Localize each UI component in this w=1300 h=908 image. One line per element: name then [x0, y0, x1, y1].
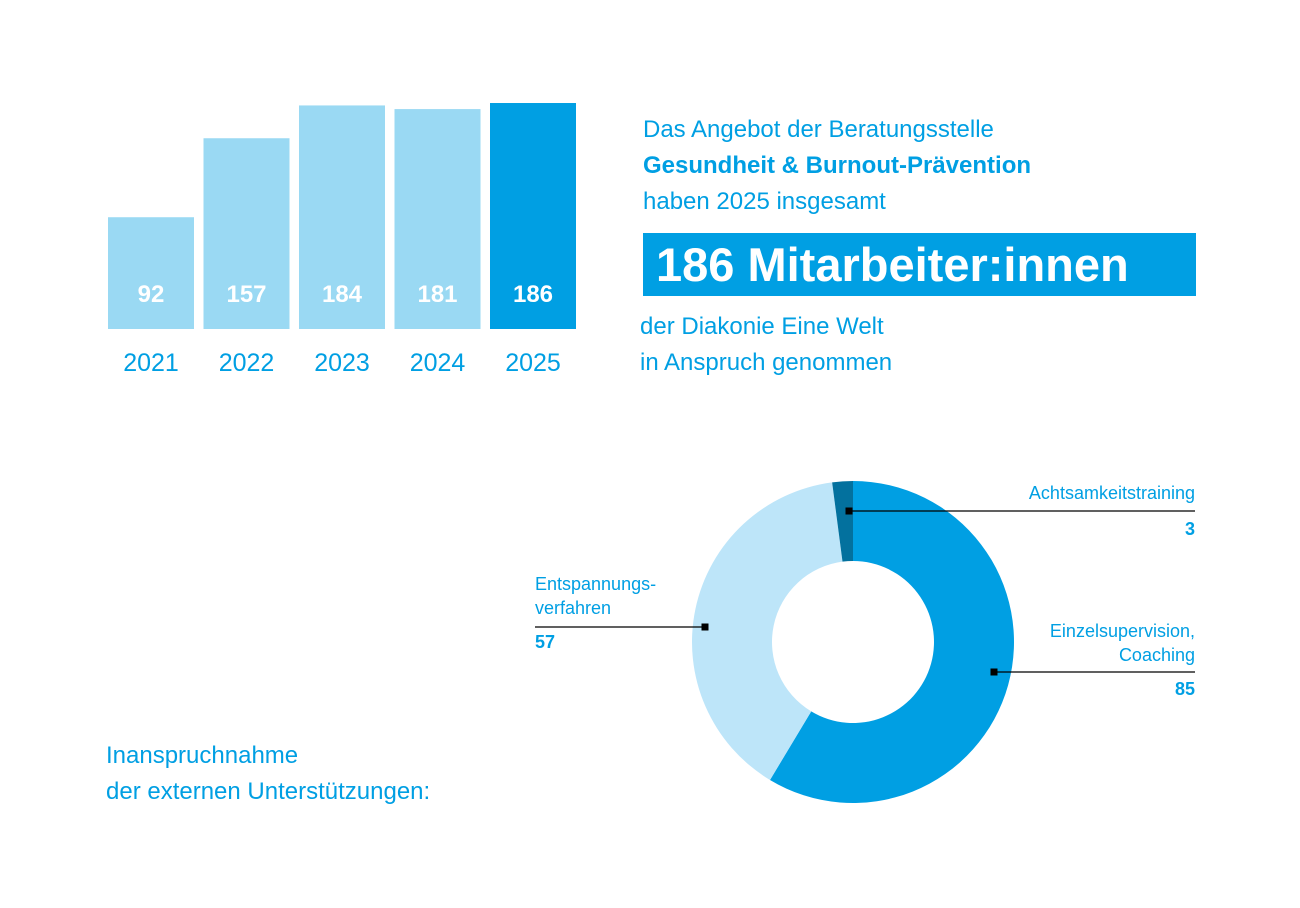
leader-marker-2 — [701, 623, 709, 631]
bar-chart: 92 2021 157 2022 184 2023 181 2024 186 2025 — [108, 103, 576, 377]
leader-marker-1 — [990, 668, 998, 676]
intro-line-1: Das Angebot der Beratungsstelle — [643, 116, 994, 143]
bar-2024 — [394, 109, 481, 330]
x-tick-label-2023: 2023 — [314, 349, 370, 377]
bar-value-label-2021: 92 — [138, 281, 165, 308]
slice-value-achtsamkeitstraining: 3 — [1184, 519, 1195, 539]
slice-value-entspannungsverfahren: 57 — [535, 632, 556, 652]
bar-value-label-2023: 184 — [322, 281, 363, 308]
slice-label-achtsamkeitstraining: Achtsamkeitstraining — [1028, 483, 1195, 503]
outro-line-2: in Anspruch genommen — [640, 349, 893, 376]
slice-label-einzelsupervision-line-1: Einzelsupervision, — [1049, 621, 1195, 641]
donut-caption-line-2: der externen Unterstützungen: — [106, 778, 431, 805]
outro-line-1: der Diakonie Eine Welt — [640, 313, 884, 340]
x-tick-label-2025: 2025 — [505, 349, 561, 377]
donut-chart — [535, 481, 1195, 803]
slice-value-einzelsupervision: 85 — [1174, 679, 1195, 699]
x-tick-label-2022: 2022 — [219, 349, 275, 377]
bar-2023 — [299, 105, 385, 329]
donut-slice-0 — [832, 481, 853, 562]
bar-2022 — [203, 138, 290, 329]
bar-value-label-2025: 186 — [513, 281, 553, 308]
slice-label-entspannungsverfahren-line-1: Entspannungs- — [535, 574, 657, 594]
donut-slice-1 — [769, 481, 1015, 803]
bar-2021 — [108, 217, 194, 329]
bar-value-label-2022: 157 — [226, 281, 266, 308]
intro-line-3: haben 2025 insgesamt — [643, 188, 886, 215]
donut-caption-line-1: Inanspruchnahme — [106, 742, 299, 769]
slice-label-einzelsupervision-line-2: Coaching — [1118, 645, 1195, 665]
bar-2025 — [490, 103, 576, 329]
slice-label-entspannungsverfahren-line-2: verfahren — [535, 598, 612, 618]
x-tick-label-2024: 2024 — [410, 349, 466, 377]
leader-marker-0 — [845, 507, 853, 515]
intro-line-2: Gesundheit & Burnout-Prävention — [643, 152, 1032, 179]
total-highlight: 186 Mitarbeiter:innen — [643, 233, 1196, 296]
bar-value-label-2024: 181 — [417, 281, 457, 308]
x-tick-label-2021: 2021 — [123, 349, 179, 377]
donut-slice-2 — [692, 482, 843, 780]
